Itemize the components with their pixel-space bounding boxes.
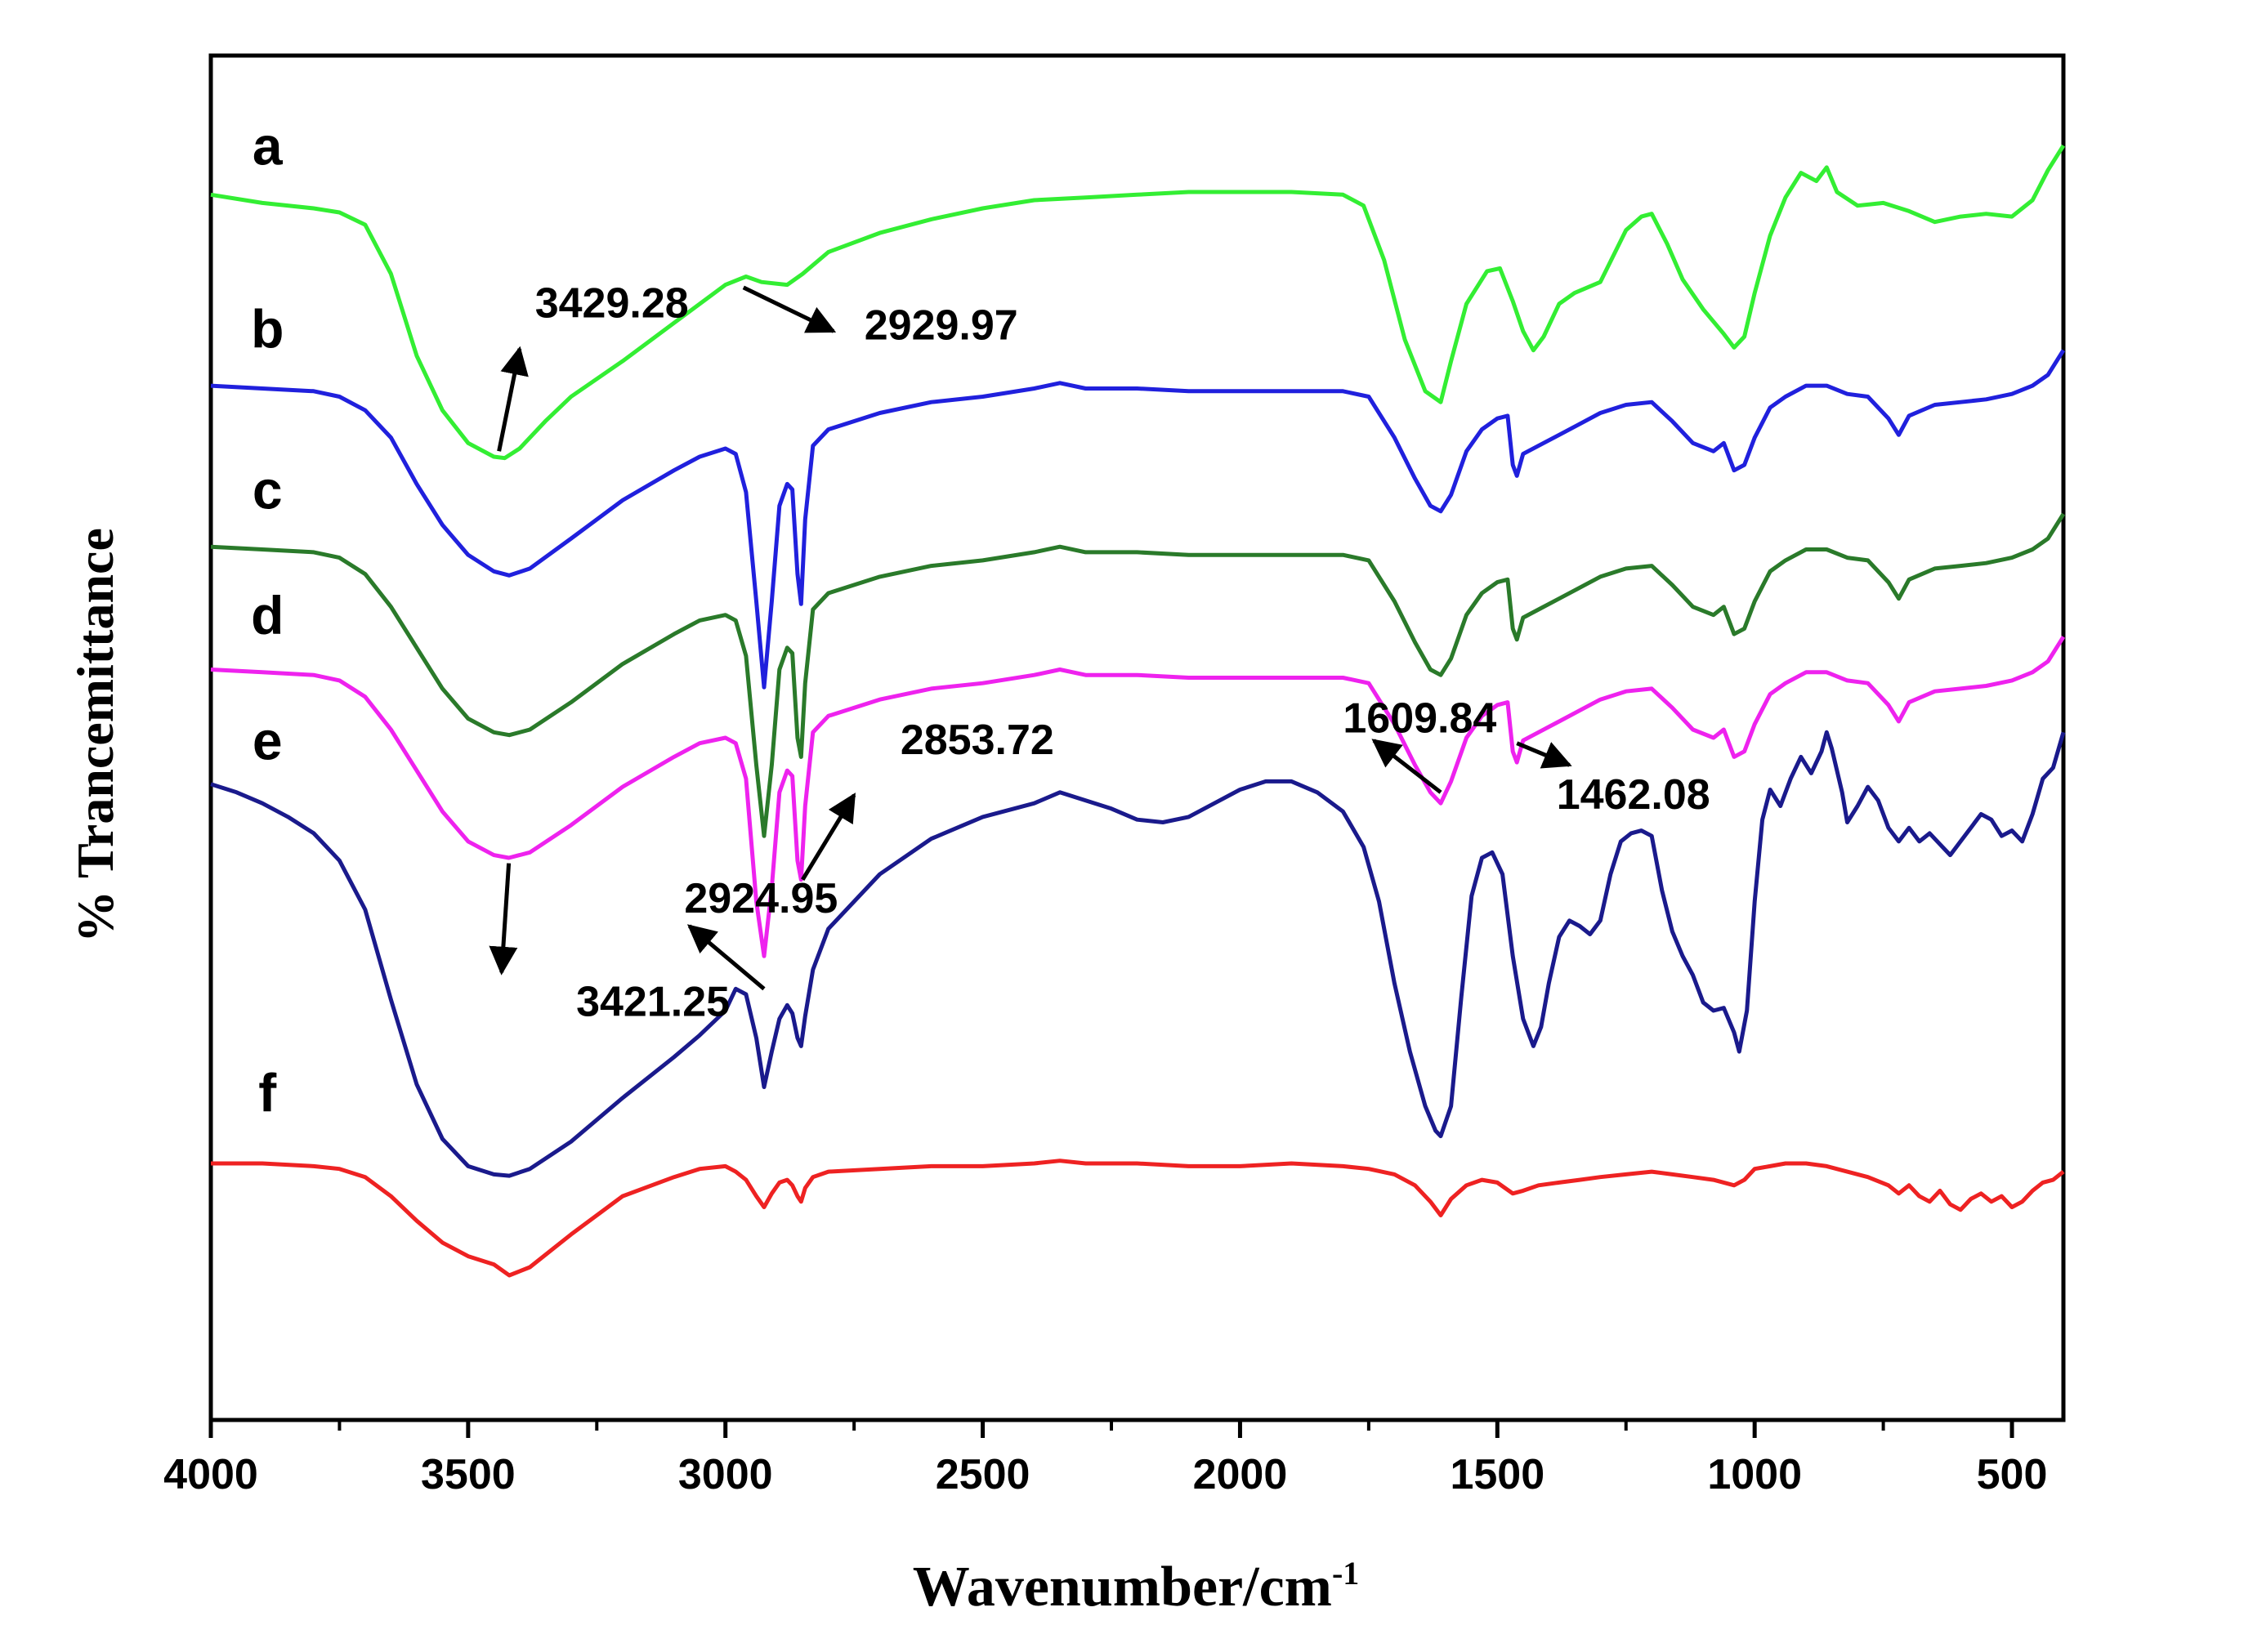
annotation-arrow-2853.72 (801, 793, 856, 881)
annotation-arrow-1609.84 (1371, 739, 1442, 794)
series-labels: a b c d e f (251, 116, 284, 1123)
series-line-c (210, 512, 2066, 838)
annotation-label-2853.72: 2853.72 (901, 717, 1054, 764)
x-axis: 4000 3500 3000 2500 2000 1500 1000 500 (163, 1420, 2047, 1498)
series-label-a: a (253, 116, 284, 176)
series-line-a (210, 144, 2066, 461)
annotation-label-1609.84: 1609.84 (1343, 694, 1496, 742)
x-tick-label-3500: 3500 (421, 1451, 516, 1498)
annotation-label-3421.25: 3421.25 (576, 979, 730, 1026)
x-tick-label-500: 500 (1977, 1451, 2048, 1498)
series-layer (210, 144, 2066, 1278)
x-tick-label-4000: 4000 (163, 1451, 258, 1498)
peak-annotations: 3429.28 2929.97 3421.25 2924.95 2853.72 1609.… (489, 280, 1710, 1026)
x-tick-label-2000: 2000 (1193, 1451, 1288, 1498)
series-line-d (210, 636, 2066, 958)
series-label-f: f (258, 1063, 277, 1123)
x-axis-title-superscript: -1 (1332, 1555, 1359, 1592)
x-tick-label-1000: 1000 (1707, 1451, 1802, 1498)
annotation-arrow-3429.28 (497, 346, 529, 452)
annotation-label-1462.08: 1462.08 (1557, 771, 1710, 819)
series-line-e (210, 730, 2066, 1178)
plot-frame (208, 53, 2066, 1422)
annotation-label-2924.95: 2924.95 (684, 875, 838, 922)
annotation-label-3429.28: 3429.28 (535, 280, 689, 328)
series-line-b (210, 349, 2066, 690)
annotation-arrow-1462.08 (1516, 741, 1572, 769)
series-line-f (211, 1159, 2065, 1278)
x-tick-label-3000: 3000 (678, 1451, 773, 1498)
annotation-arrow-2929.97 (742, 285, 837, 333)
x-tick-label-1500: 1500 (1450, 1451, 1544, 1498)
x-tick-label-2500: 2500 (936, 1451, 1030, 1498)
annotation-arrow-3421.25 (489, 863, 518, 976)
x-axis-title: Wavenumber/cm-1 (913, 1555, 1360, 1619)
series-label-d: d (251, 585, 284, 645)
y-axis-title: % Trancemittance (66, 528, 124, 943)
series-label-c: c (253, 459, 283, 520)
series-label-e: e (253, 711, 283, 771)
annotation-arrow-2924.95 (686, 924, 766, 991)
series-label-b: b (251, 298, 284, 359)
annotation-label-2929.97: 2929.97 (865, 301, 1018, 349)
x-axis-title-main: Wavenumber/cm (913, 1556, 1332, 1619)
